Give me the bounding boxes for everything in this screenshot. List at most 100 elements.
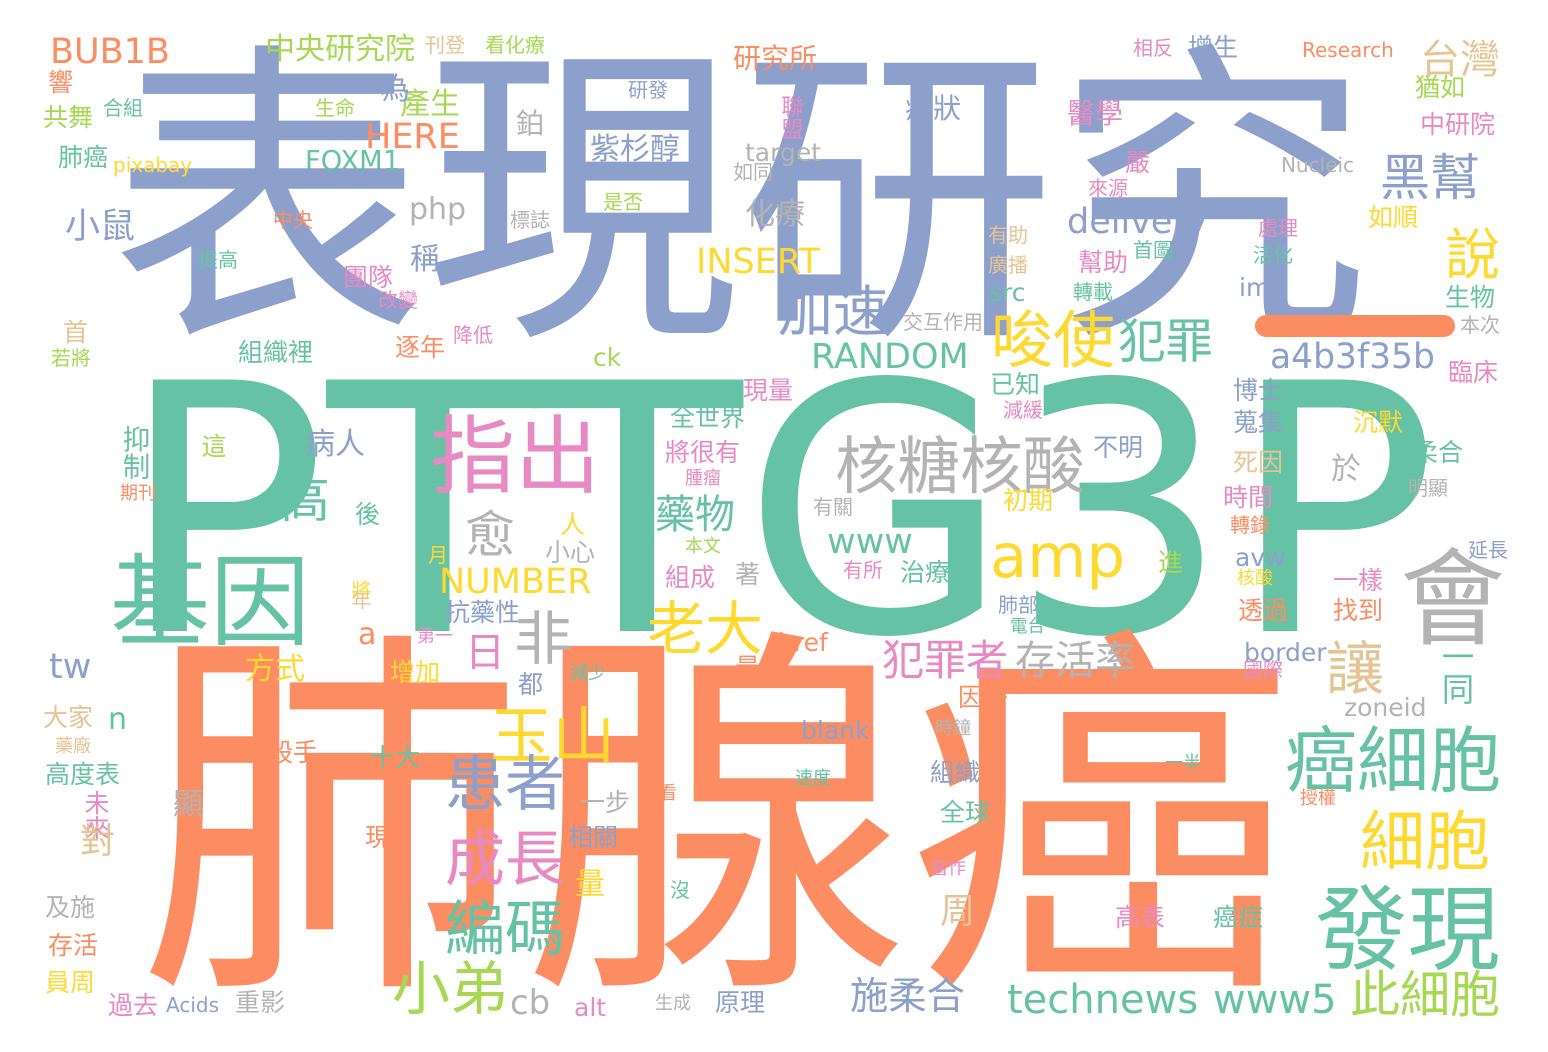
word-zh-142: 月 xyxy=(428,543,448,567)
word-zh-84: 生命 xyxy=(315,96,355,120)
word-avw: avw xyxy=(1235,543,1286,572)
word-zh-98: 稱 xyxy=(410,242,440,277)
word-zh-18: 患者 xyxy=(445,750,565,820)
word-zh-30: 犯罪者 xyxy=(882,636,1009,685)
word-zh-97: 提高 xyxy=(198,248,238,272)
word-zh-32: 此細胞 xyxy=(1350,966,1500,1024)
word-zh-132: 有關 xyxy=(813,495,853,519)
word-zh-152: 一樣 xyxy=(1333,566,1384,595)
decorative-bar xyxy=(1255,315,1455,337)
word-zh-111: 交互作用 xyxy=(903,310,983,334)
word-zh-193: 生成 xyxy=(655,993,691,1014)
word-zh-139: 後 xyxy=(355,500,381,529)
word-zh-117: 臨床 xyxy=(1448,358,1499,387)
word-zh-190: 員周 xyxy=(45,968,96,997)
word-zh-16: 發現 xyxy=(1315,876,1500,984)
word-zh-189: 存活 xyxy=(48,931,99,960)
word-zh-192: 重影 xyxy=(235,988,286,1017)
word-zh-94: 是否 xyxy=(603,190,643,214)
word-zh-173: 一半 xyxy=(1165,753,1201,774)
word-zh-154: 透過 xyxy=(1238,596,1289,625)
word-zh-79: 醫學 xyxy=(1067,97,1124,130)
word-zoneid: zoneid xyxy=(1344,693,1427,722)
word-zh-96: 中央 xyxy=(273,208,313,232)
word-zh-115: 首 xyxy=(63,318,89,347)
word-border: border xyxy=(1244,638,1327,667)
word-zh-100: 改變 xyxy=(378,288,418,312)
word-img: img xyxy=(1239,273,1287,302)
word-zh-85: 合組 xyxy=(103,96,143,120)
word-zh-113: 組織裡 xyxy=(238,338,314,367)
word-zh-188: 及施 xyxy=(45,893,96,922)
word-zh-12: 黑幫 xyxy=(1380,149,1480,207)
word-zh-17: 玉山 xyxy=(490,700,615,773)
word-alt: alt xyxy=(574,993,607,1022)
word-zh-95: 標誌 xyxy=(510,208,550,232)
word-zh-151: 延長 xyxy=(1468,538,1508,562)
word-zh-55: 方式 xyxy=(245,652,305,687)
word-zh-29: 一同 xyxy=(1436,640,1475,705)
word-src: src xyxy=(989,278,1026,307)
word-zh-180: 量 xyxy=(575,867,605,902)
word-zh-93: 如同 xyxy=(733,160,773,184)
word-zh-144: 年 xyxy=(348,590,372,610)
word-zh-191: 過去 xyxy=(108,991,159,1020)
word-zh-133: 腫瘤 xyxy=(685,468,721,489)
word-zh-114: 逐年 xyxy=(395,333,446,362)
word-zh-105: 轉載 xyxy=(1073,280,1113,304)
word-zh-169: 十大 xyxy=(370,743,421,772)
word-zh-159: 國際 xyxy=(1243,658,1283,682)
word-zh-141: 小心 xyxy=(545,538,596,567)
word-pixabay: pixabay xyxy=(113,153,193,177)
word-zh-101: 有助 xyxy=(988,223,1028,247)
word-zh-130: 時間 xyxy=(1223,483,1274,512)
word-zh-182: 相關 xyxy=(568,823,619,852)
word-zh-82: 鉑 xyxy=(516,107,545,140)
word-zh-90: 中研院 xyxy=(1420,110,1496,139)
word-zh-164: 因子 xyxy=(958,683,1009,712)
word-zh-187: 癌症 xyxy=(1213,903,1264,932)
word-zh-25: 日 xyxy=(465,630,505,676)
word-zh-88: 響 xyxy=(48,68,74,97)
word-zh-80: 產生 xyxy=(400,87,460,122)
word-zh-24: 愈 xyxy=(465,506,515,564)
word-zh-177: 看 xyxy=(659,783,677,804)
word-bub1b: BUB1B xyxy=(50,32,170,72)
word-zh-184: 當作 xyxy=(930,858,966,879)
word-zh-125: 蒐集 xyxy=(1233,408,1284,437)
word-zh-181: 現 xyxy=(365,823,391,852)
word-zh-20: 編碼 xyxy=(445,895,565,965)
word-zh-78: 症狀 xyxy=(905,92,962,125)
word-zh-136: 轉錄 xyxy=(1230,513,1270,537)
word-zh-118: 博士 xyxy=(1233,376,1284,405)
word-href: href xyxy=(778,628,828,657)
word-zh-35: 施柔合 xyxy=(850,974,965,1019)
word-zh-137: 這 xyxy=(198,433,227,458)
word-zh-13: 說 xyxy=(1445,223,1501,287)
word-zh-109: 生物 xyxy=(1445,283,1496,312)
word-zh-163: 最顯 xyxy=(735,653,786,682)
word-zh-14: 癌細胞 xyxy=(1285,719,1502,803)
word-zh-8: 唆使 xyxy=(991,304,1116,377)
word-zh-3: 基因 xyxy=(110,544,310,661)
word-zh-28: 讓 xyxy=(1326,635,1385,703)
word-zh-89: 猶如 xyxy=(1415,73,1466,102)
word-insert: INSERT xyxy=(696,242,820,282)
word-zh-149: 進 xyxy=(1158,548,1184,577)
word-zh-47: 研究所 xyxy=(733,42,818,75)
word-zh-11: 聯盟 xyxy=(777,95,804,140)
word-pttg3p: PTTG3P xyxy=(119,312,1438,713)
word-zh-44: 台灣 xyxy=(1420,37,1500,83)
word-zh-108: 如順 xyxy=(1368,203,1419,232)
word-zh-186: 高表 xyxy=(1115,903,1166,932)
word-n: n xyxy=(108,702,128,737)
word-zh-15: 細胞 xyxy=(1360,805,1491,880)
word-zh-147: 組成 xyxy=(665,563,716,592)
word-zh-122: 全世界 xyxy=(670,403,746,432)
word-zh-146: 治療 xyxy=(900,558,951,587)
word-zh-178: 全球 xyxy=(940,798,991,827)
word-zh-143: 將 xyxy=(348,580,372,600)
word-tw: tw xyxy=(49,647,92,687)
word-zh-103: 幫助 xyxy=(1078,248,1129,277)
word-zh-7: 核糖核酸 xyxy=(835,430,1085,503)
